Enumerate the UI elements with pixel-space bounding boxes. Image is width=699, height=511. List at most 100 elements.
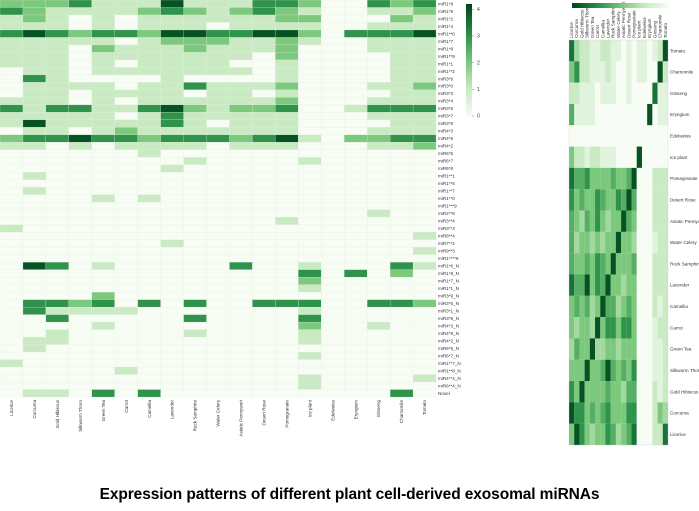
heatmap-cell <box>321 329 345 338</box>
heatmap-cell <box>183 277 207 285</box>
heatmap-cell <box>252 127 276 136</box>
correlation-cell <box>584 231 590 254</box>
heatmap-cell <box>68 187 92 195</box>
heatmap-cell <box>68 134 92 143</box>
heatmap-cell <box>137 232 161 240</box>
heatmap-cell <box>137 292 161 300</box>
correlation-cell <box>636 210 642 232</box>
heatmap-cell <box>0 44 24 53</box>
correlation-cell <box>631 146 637 168</box>
heatmap-cell <box>0 239 24 248</box>
heatmap-cell <box>252 52 276 61</box>
heatmap-cell <box>252 351 276 360</box>
main-heatmap-column-labels: Licorice Curcuma Gold Hibiscus Silkworm Tho… <box>9 399 427 436</box>
heatmap-cell <box>389 224 414 233</box>
heatmap-cell <box>137 142 161 150</box>
heatmap-cell <box>68 202 92 210</box>
heatmap-cell <box>252 29 276 38</box>
heatmap-cell <box>206 112 230 121</box>
heatmap-cell <box>344 172 368 180</box>
correlation-cell <box>574 402 580 424</box>
row-label: miR1***9 <box>438 204 457 209</box>
heatmap-cell <box>321 374 345 383</box>
correlation-cell <box>589 295 596 318</box>
row-label: miR1*4 <box>438 24 454 29</box>
heatmap-cell <box>321 389 345 398</box>
heatmap-cell <box>367 262 391 270</box>
heatmap-cell <box>252 179 276 188</box>
heatmap-cell <box>321 209 345 218</box>
heatmap-cell <box>114 29 138 38</box>
heatmap-cell <box>45 14 70 23</box>
correlation-cell <box>584 40 590 62</box>
heatmap-cell <box>298 7 322 16</box>
correlation-cell <box>605 189 611 211</box>
heatmap-cell <box>367 321 391 330</box>
heatmap-cell <box>137 187 161 195</box>
heatmap-cell <box>252 366 276 375</box>
correlation-cell <box>595 103 601 126</box>
correlation-cell <box>595 82 601 104</box>
heatmap-cell <box>114 74 138 83</box>
heatmap-cell <box>389 284 414 293</box>
correlation-cell <box>600 423 606 446</box>
correlation-column-label: Lavender <box>605 18 610 38</box>
heatmap-cell <box>412 344 437 353</box>
heatmap-cell <box>137 59 161 68</box>
heatmap-cell <box>367 351 391 360</box>
heatmap-cell <box>389 44 414 53</box>
correlation-cell <box>626 61 632 83</box>
heatmap-cell <box>275 321 299 330</box>
colorbar-tick-label: 1 <box>477 87 480 93</box>
heatmap-cell <box>206 0 230 8</box>
heatmap-cell <box>344 254 368 263</box>
row-label: miR3*9 <box>438 76 454 81</box>
heatmap-cell <box>252 381 276 390</box>
heatmap-cell <box>114 224 138 233</box>
heatmap-cell <box>275 194 299 203</box>
heatmap-cell <box>137 299 161 308</box>
heatmap-cell <box>298 321 322 330</box>
heatmap-cell <box>344 0 368 8</box>
heatmap-cell <box>389 351 414 360</box>
heatmap-cell <box>45 389 70 398</box>
correlation-cell <box>579 423 585 446</box>
heatmap-cell <box>344 344 368 353</box>
correlation-column-label: Gold Hibiscus <box>579 9 584 38</box>
heatmap-cell <box>321 217 345 225</box>
correlation-cell <box>657 338 663 360</box>
heatmap-cell <box>321 366 345 375</box>
heatmap-cell <box>389 22 414 31</box>
heatmap-cell <box>206 292 230 300</box>
heatmap-cell <box>252 67 276 76</box>
heatmap-cell <box>275 119 299 128</box>
heatmap-cell <box>183 82 207 91</box>
heatmap-cell <box>229 344 253 353</box>
heatmap-cell <box>160 157 184 165</box>
heatmap-cell <box>389 202 414 210</box>
heatmap-cell <box>298 14 322 23</box>
heatmap-cell <box>160 0 184 8</box>
heatmap-cell <box>229 149 253 158</box>
heatmap-cell <box>229 306 253 315</box>
heatmap-cell <box>68 314 92 323</box>
heatmap-cell <box>137 359 161 368</box>
correlation-cell <box>631 103 637 126</box>
heatmap-cell <box>412 284 437 293</box>
correlation-cell <box>600 167 606 190</box>
heatmap-cell <box>275 97 299 106</box>
heatmap-cell <box>0 277 24 285</box>
correlation-cell <box>600 253 606 275</box>
heatmap-cell <box>206 374 230 383</box>
heatmap-cell <box>229 89 253 98</box>
heatmap-cell <box>252 104 276 113</box>
heatmap-cell <box>137 329 161 338</box>
heatmap-cell <box>275 127 299 136</box>
heatmap-cell <box>229 254 253 263</box>
heatmap-cell <box>160 142 184 150</box>
row-label: miR4*3 <box>438 129 454 134</box>
column-label: Tomato <box>422 400 427 416</box>
row-label: miR1**8_N <box>438 368 461 373</box>
heatmap-cell <box>160 89 184 98</box>
heatmap-cell <box>137 37 161 46</box>
